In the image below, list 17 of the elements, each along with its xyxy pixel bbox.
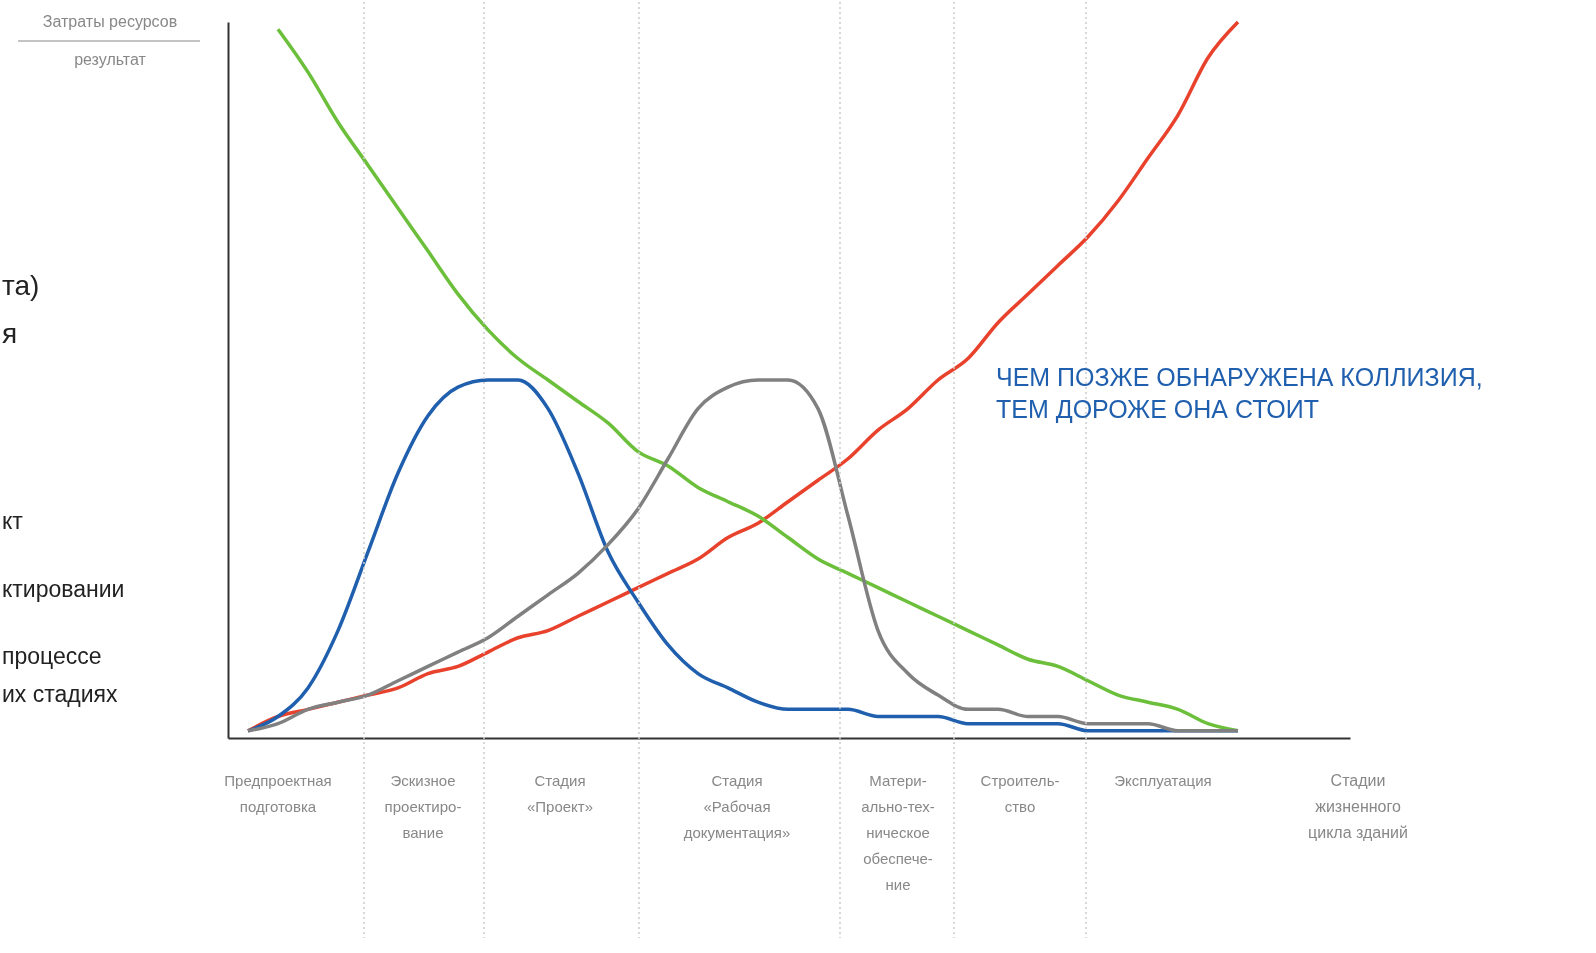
text: та) <box>2 270 40 301</box>
text: Эскизное проектиро- вание <box>384 772 462 841</box>
text: результат <box>74 51 147 68</box>
x-axis-title: Стадии жизненного цикла зданий <box>1308 772 1408 841</box>
annotation: ЧЕМ ПОЗЖЕ ОБНАРУЖЕНА КОЛЛИЗИЯ, ТЕМ ДОРОЖЕ ОНА СТОИТ <box>996 363 1483 423</box>
text: их стадиях <box>2 681 119 707</box>
text: Стадия «Проект» <box>526 772 594 815</box>
text: процессе <box>2 643 102 669</box>
text: Матери- ально-тех- ническое обеспече- ние <box>861 772 935 893</box>
text: я <box>2 318 18 349</box>
text: Стадия «Рабочая документация» <box>683 772 791 841</box>
text: Эксплуатация <box>1114 772 1212 789</box>
text: кт <box>2 508 24 534</box>
text: Предпроектная подготовка <box>224 772 332 815</box>
y-axis-title: Затраты ресурсов <box>42 13 178 30</box>
text: ктировании <box>2 576 125 602</box>
text: Строитель- ство <box>980 772 1060 815</box>
